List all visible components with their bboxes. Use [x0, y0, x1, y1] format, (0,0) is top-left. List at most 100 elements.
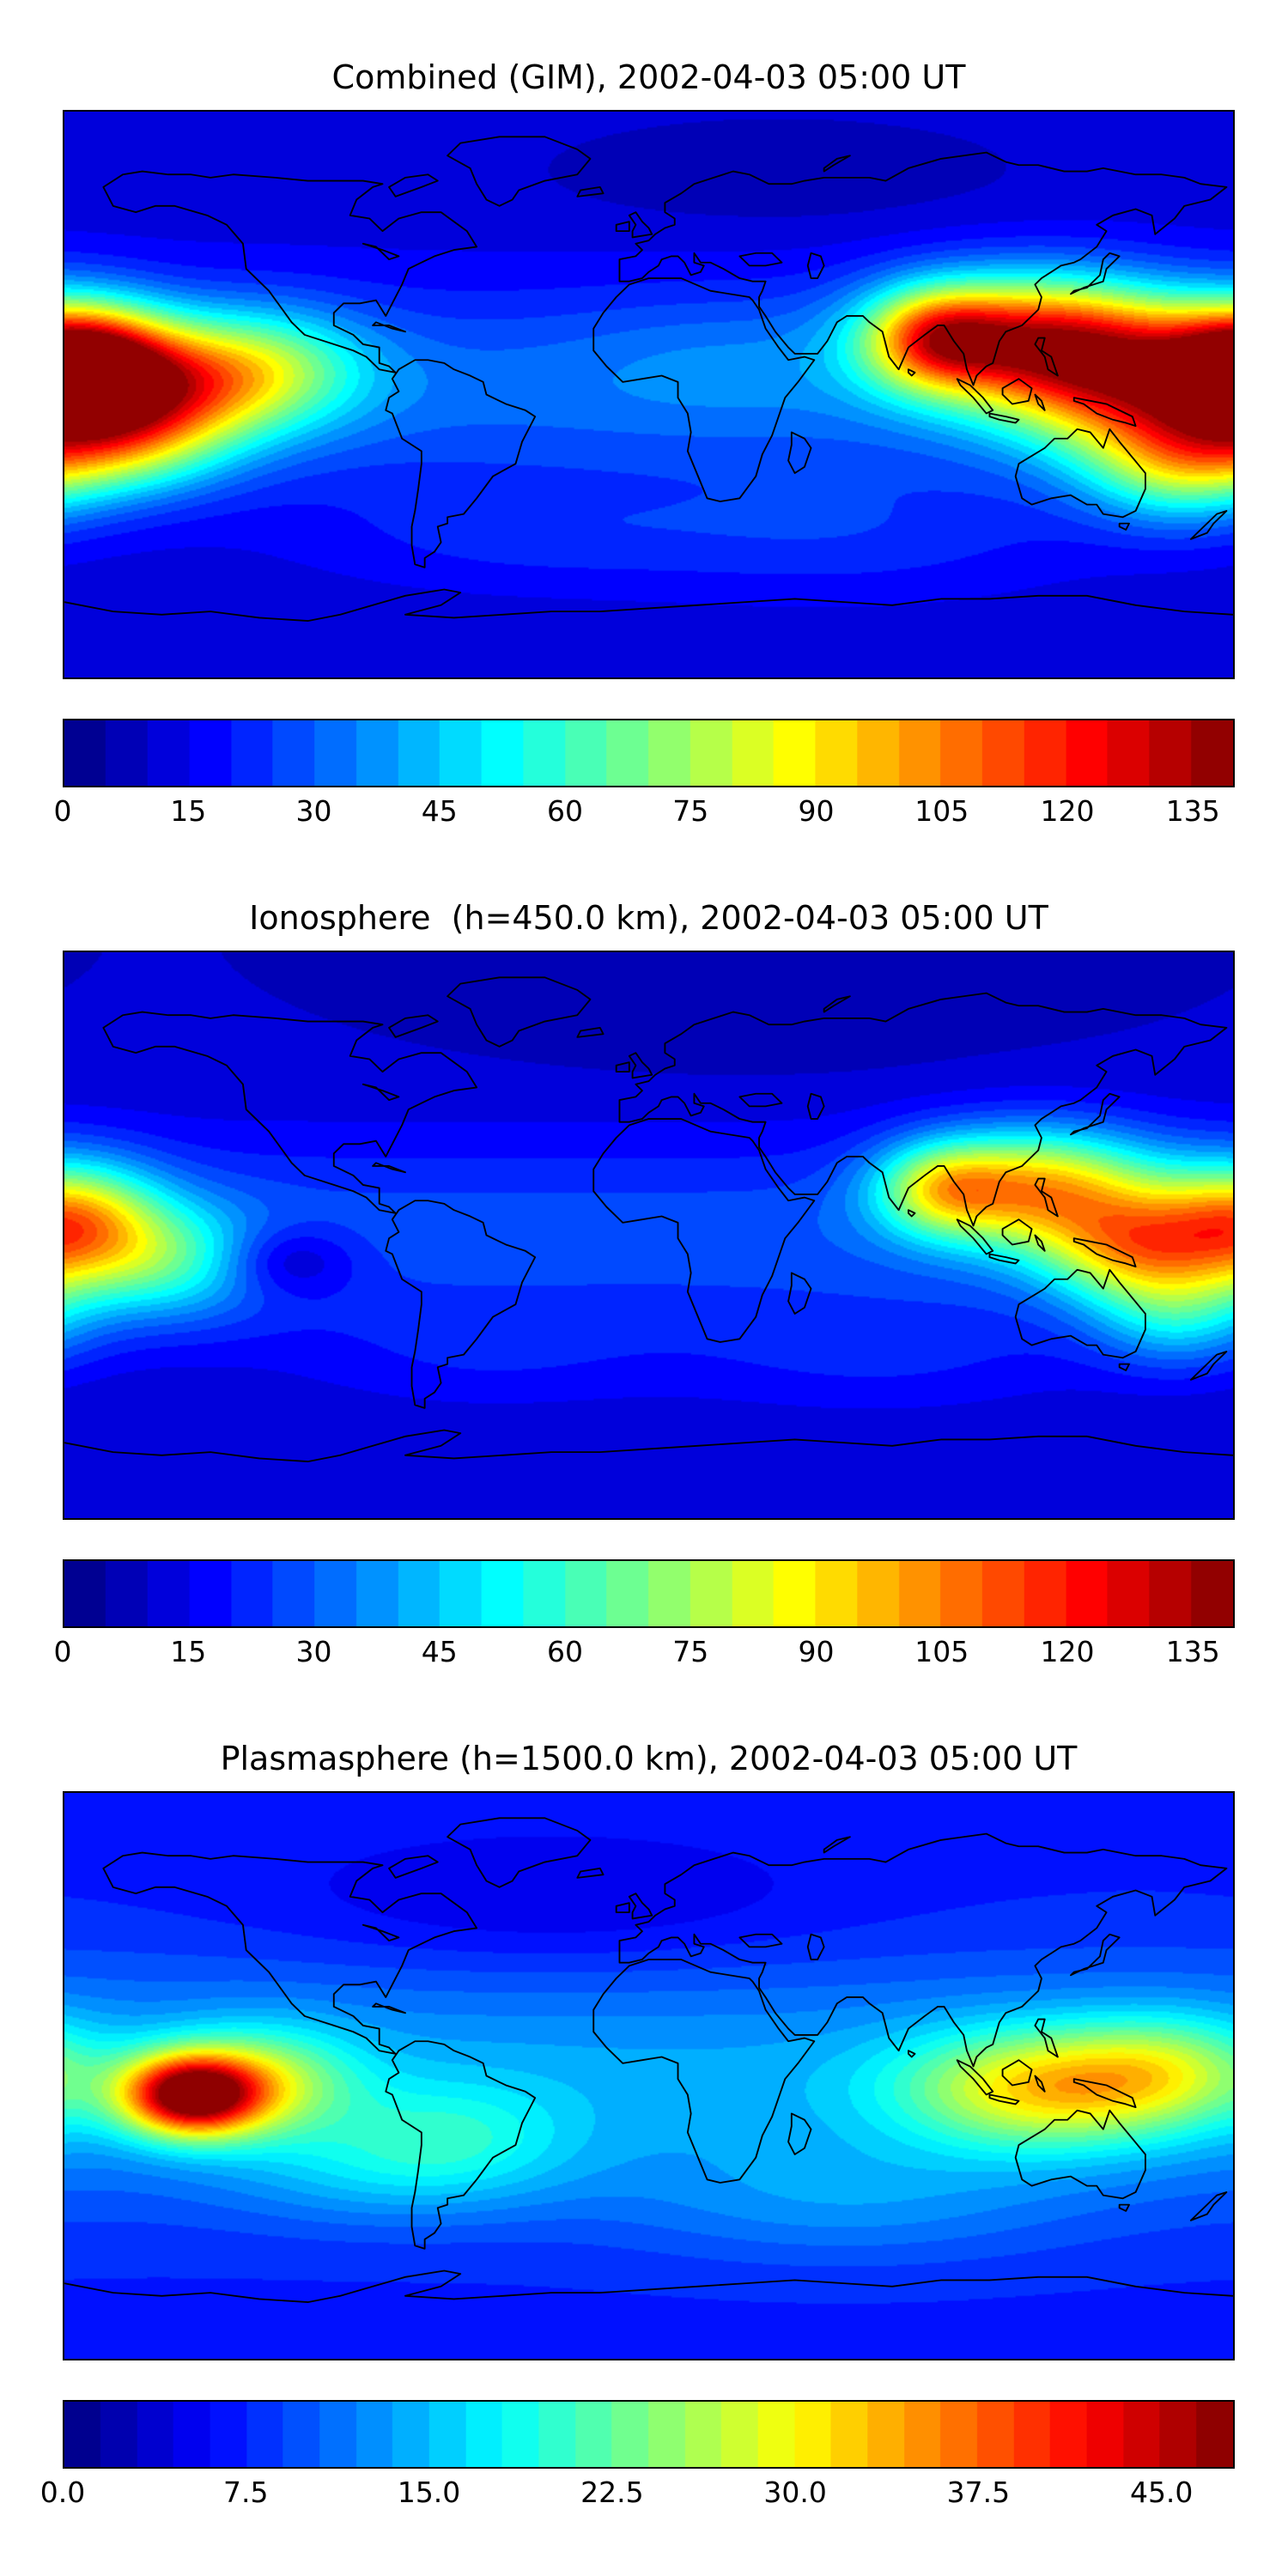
colorbar-ionosphere [63, 1559, 1235, 1628]
coastline-path [388, 1014, 439, 1038]
coastline-path [738, 252, 783, 267]
coastline-path [1014, 2109, 1146, 2200]
colorbar-tick-label: 45 [421, 1635, 458, 1668]
coastline-path [64, 588, 1233, 623]
map-ionosphere [63, 951, 1235, 1520]
coastline-path [64, 1429, 1233, 1463]
panel-combined: Combined (GIM), 2002-04-03 05:00 UT 0 15 3… [54, 55, 1235, 841]
coastline-path [615, 1061, 630, 1073]
coastline-path [823, 995, 851, 1013]
colorbar-tick-label: 60 [547, 794, 583, 828]
panel-ionosphere: Ionosphere (h=450.0 km), 2002-04-03 05:0… [54, 896, 1235, 1681]
colorbar-tick-label: 0.0 [39, 2476, 86, 2509]
panel-title-plasmasphere: Plasmasphere (h=1500.0 km), 2002-04-03 0… [220, 1740, 1078, 1777]
coastline-path [592, 277, 816, 502]
colorbar-tick-label: 45 [421, 794, 458, 828]
coastline-path [956, 1218, 994, 1255]
colorbar-tick-label: 15.0 [397, 2476, 461, 2509]
coastline-path [372, 2002, 406, 2014]
colorbar-plasmasphere [63, 2400, 1235, 2469]
colorbar-tick-label: 30 [295, 1635, 332, 1668]
coastline-path [1072, 1237, 1137, 1268]
coastline-path [988, 412, 1020, 424]
panel-plasmasphere: Plasmasphere (h=1500.0 km), 2002-04-03 0… [40, 1736, 1235, 2522]
colorbar-ticks-plasmasphere: 0.0 7.5 15.0 22.5 30.0 37.5 45.0 [40, 2474, 1235, 2522]
coastline-path [447, 976, 592, 1048]
colorbar-block-combined: 0 15 30 45 60 75 90 105 120 135 [54, 719, 1235, 841]
coastline-path [1189, 510, 1228, 540]
coastline-path [1072, 2078, 1137, 2109]
colorbar-tick-label: 135 [1165, 794, 1220, 828]
coastline-path [1034, 393, 1046, 411]
coastline-path [102, 1011, 478, 1214]
coastline-path [102, 1851, 478, 2055]
coastline-path [806, 1933, 825, 1960]
coastline-path [385, 1200, 537, 1409]
coastline-path [1034, 2075, 1046, 2093]
coastline-path [1034, 1234, 1046, 1252]
coastline-path [806, 252, 825, 279]
coastlines-overlay [64, 976, 1233, 1463]
tec-field-plasmasphere [64, 1793, 1233, 2359]
coastline-path [787, 2112, 812, 2155]
coastline-path [592, 1959, 816, 2184]
coastline-path [628, 1052, 653, 1079]
map-combined [63, 110, 1235, 679]
coastline-path [1189, 2191, 1228, 2221]
colorbar-tick-label: 30.0 [763, 2476, 827, 2509]
coastline-path [628, 1893, 653, 1920]
colorbar-ticks-ionosphere: 0 15 30 45 60 75 90 105 120 135 [54, 1633, 1235, 1681]
colorbar-block-plasmasphere: 0.0 7.5 15.0 22.5 30.0 37.5 45.0 [40, 2400, 1235, 2522]
colorbar-tick-label: 75 [672, 1635, 709, 1668]
colorbar-tick-label: 60 [547, 1635, 583, 1668]
coastline-path [823, 1836, 851, 1854]
coastline-path [1070, 252, 1121, 295]
colorbar-tick-label: 135 [1165, 1635, 1220, 1668]
coastline-path [956, 2059, 994, 2096]
colorbar-block-ionosphere: 0 15 30 45 60 75 90 105 120 135 [54, 1559, 1235, 1681]
panel-title-combined: Combined (GIM), 2002-04-03 05:00 UT [331, 58, 966, 96]
coastline-path [1014, 1268, 1146, 1359]
coastline-path [64, 2269, 1233, 2304]
coastline-path [615, 1902, 630, 1914]
colorbar-tick-label: 7.5 [223, 2476, 269, 2509]
coastline-path [447, 136, 592, 207]
coastline-path [576, 1026, 605, 1038]
figure: Combined (GIM), 2002-04-03 05:00 UT 0 15 3… [0, 55, 1288, 2576]
coastline-path [1070, 1092, 1121, 1136]
colorbar-tick-label: 15 [170, 1635, 207, 1668]
colorbar-tick-label: 120 [1040, 1635, 1095, 1668]
coastline-path [907, 368, 916, 377]
coastline-path [1189, 1351, 1228, 1381]
coastline-path [361, 242, 400, 260]
colorbar-tick-label: 45.0 [1129, 2476, 1194, 2509]
coastline-path [1070, 1933, 1121, 1977]
coastline-path [372, 321, 406, 333]
coastline-path [618, 992, 1228, 1227]
colorbar-ticks-combined: 0 15 30 45 60 75 90 105 120 135 [54, 793, 1235, 841]
coastline-path [628, 211, 653, 239]
coastline-path [956, 378, 994, 415]
coastline-path [618, 1832, 1228, 2068]
coastline-path [907, 2050, 916, 2058]
colorbar-tick-label: 37.5 [946, 2476, 1011, 2509]
coastline-path [1014, 428, 1146, 519]
colorbar-tick-label: 30 [295, 794, 332, 828]
coastline-path [1034, 1177, 1059, 1218]
coastline-path [385, 359, 537, 568]
coastline-path [592, 1118, 816, 1343]
coastline-path [361, 1923, 400, 1941]
coastline-path [806, 1092, 825, 1120]
coastline-path [1001, 2059, 1033, 2087]
colorbar-tick-label: 15 [170, 794, 207, 828]
coastline-path [102, 170, 478, 374]
coastline-path [1034, 337, 1059, 377]
coastline-path [576, 1867, 605, 1879]
colorbar-tick-label: 75 [672, 794, 709, 828]
panel-title-ionosphere: Ionosphere (h=450.0 km), 2002-04-03 05:0… [249, 899, 1048, 937]
colorbar-tick-label: 22.5 [580, 2476, 644, 2509]
coastline-path [1001, 378, 1033, 405]
colorbar-tick-label: 90 [798, 1635, 835, 1668]
coastline-path [576, 185, 605, 197]
colorbar-tick-label: 105 [914, 1635, 969, 1668]
